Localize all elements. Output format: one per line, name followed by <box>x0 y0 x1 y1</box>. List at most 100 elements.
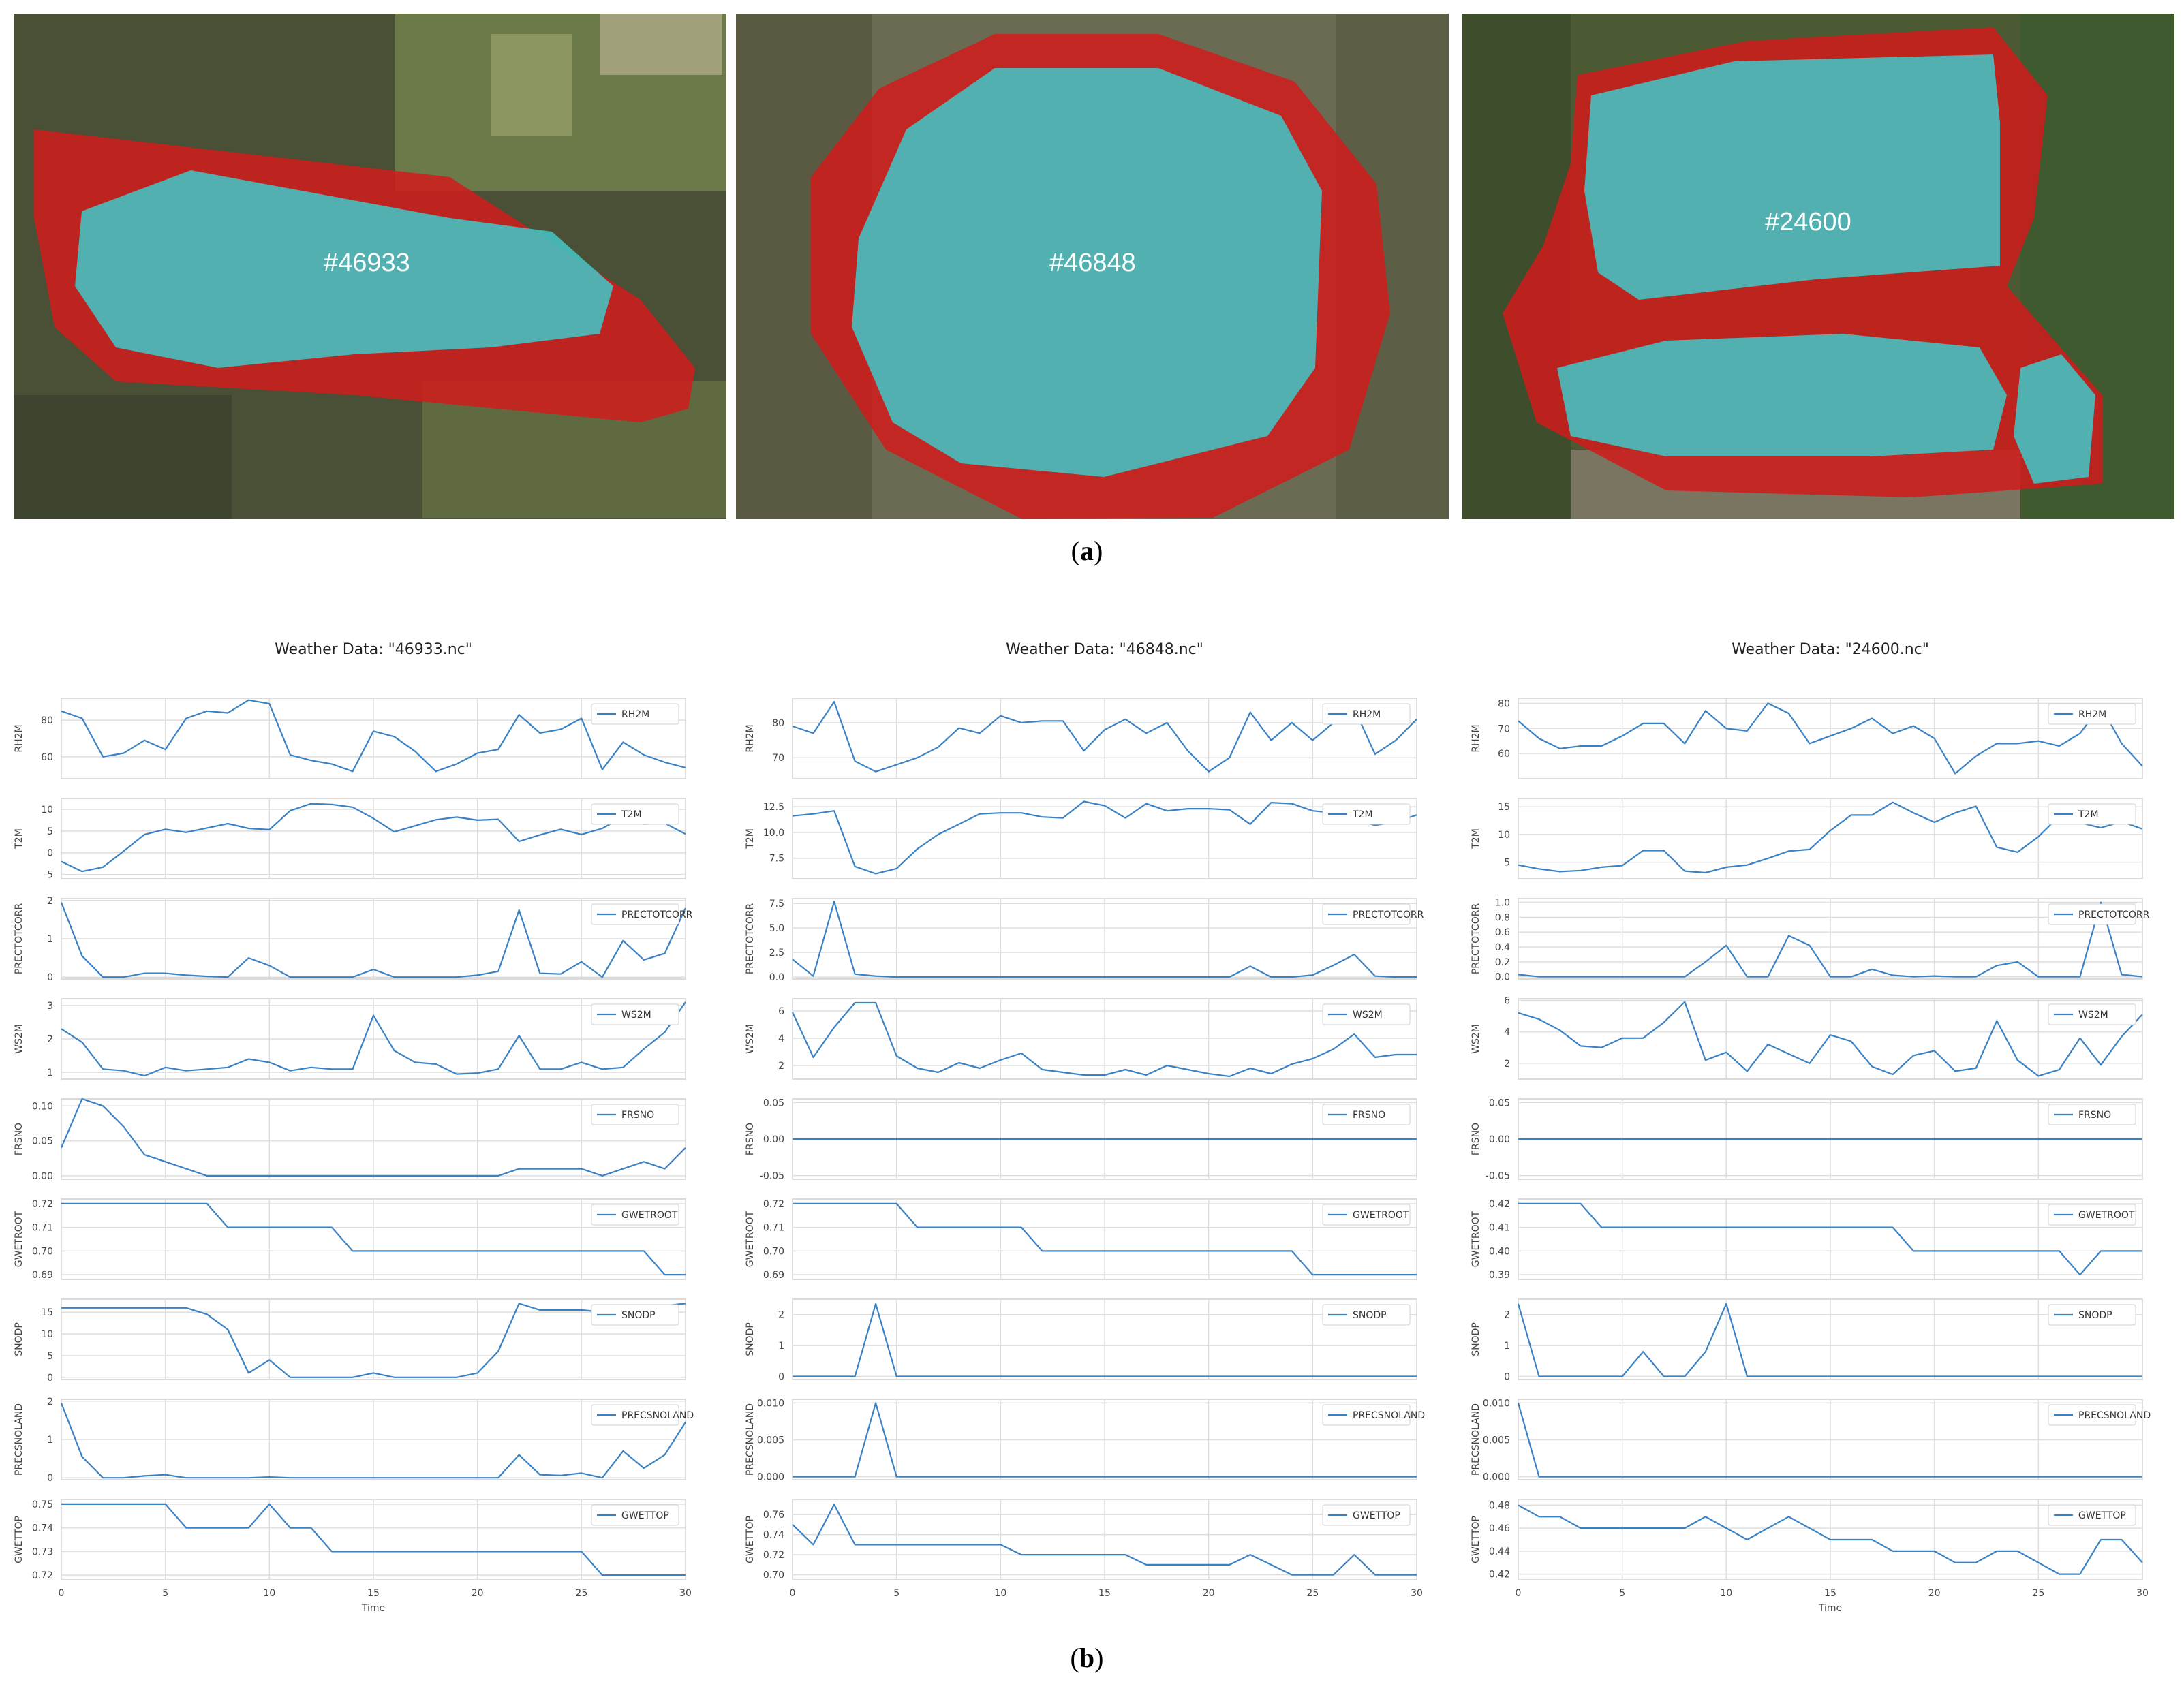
legend-box <box>2048 1104 2136 1125</box>
legend-label: T2M <box>1352 809 1373 820</box>
legend-box <box>1322 803 1411 825</box>
legend-label: RH2M <box>2078 709 2106 720</box>
legend-label: GWETTOP <box>1353 1510 1400 1521</box>
y-tick-label: 80 <box>41 715 53 726</box>
legend-box <box>1322 903 1411 925</box>
y-tick-label: -5 <box>44 870 53 881</box>
x-tick-label: 15 <box>1098 1588 1111 1599</box>
y-axis-label: GWETTOP <box>745 1516 756 1563</box>
y-axis-label: FRSNO <box>14 1123 25 1155</box>
x-tick-label: 25 <box>575 1588 587 1599</box>
series-line <box>61 1503 686 1576</box>
y-tick-label: 1 <box>778 1341 784 1352</box>
x-tick-label: 30 <box>1411 1588 1423 1599</box>
y-tick-label: 0.44 <box>1489 1546 1510 1557</box>
series-line <box>1517 1303 2142 1377</box>
x-tick-label: 0 <box>790 1588 796 1599</box>
series-line <box>61 803 686 873</box>
y-axis-label: T2M <box>745 828 756 850</box>
y-tick-label: 7.5 <box>769 854 784 865</box>
legend-box <box>1322 1504 1411 1526</box>
legend-box <box>1322 1404 1411 1426</box>
y-tick-label: 6 <box>1504 995 1510 1006</box>
y-tick-label: 5 <box>1504 858 1510 869</box>
map-label: #46848 <box>1049 249 1136 277</box>
series-line <box>60 902 686 978</box>
series-line <box>61 1202 686 1276</box>
y-tick-label: 1 <box>1504 1341 1510 1352</box>
y-tick-label: 0.42 <box>1489 1570 1510 1580</box>
x-tick-label: 20 <box>1203 1588 1215 1599</box>
y-tick-label: 6 <box>778 1006 784 1017</box>
x-tick-label: 10 <box>994 1588 1006 1599</box>
x-tick-label: 15 <box>1824 1588 1836 1599</box>
y-tick-label: 0.72 <box>32 1199 53 1210</box>
x-tick-label: 30 <box>2136 1588 2149 1599</box>
y-tick-label: 0.05 <box>763 1097 784 1108</box>
y-tick-label: 3 <box>47 1001 53 1012</box>
legend-label: WS2M <box>621 1010 651 1021</box>
y-tick-label: 0.42 <box>1489 1199 1510 1210</box>
series-line <box>1518 901 2143 978</box>
x-tick-label: 30 <box>679 1588 692 1599</box>
legend-box <box>2048 1404 2136 1426</box>
legend-box <box>2048 1504 2136 1526</box>
legend-box <box>2048 903 2136 925</box>
y-tick-label: 0.76 <box>763 1510 784 1521</box>
series-line <box>1518 1202 2142 1276</box>
legend-label: GWETROOT <box>1353 1210 1409 1221</box>
caption-b: (b) <box>1070 1642 1104 1673</box>
y-axis-label: PRECSNOLAND <box>1471 1403 1481 1476</box>
legend-label: T2M <box>2078 809 2099 820</box>
x-tick-label: 5 <box>893 1588 899 1599</box>
legend-box <box>591 703 679 725</box>
legend-box <box>2048 803 2136 825</box>
x-tick-label: 0 <box>59 1588 65 1599</box>
y-axis-label: FRSNO <box>745 1123 756 1155</box>
y-axis-label: PRECSNOLAND <box>745 1403 756 1476</box>
y-axis-label: T2M <box>14 828 25 850</box>
legend-label: SNODP <box>621 1310 656 1321</box>
y-tick-label: 0.72 <box>763 1550 784 1561</box>
chart-title: Weather Data: "24600.nc" <box>1732 641 1929 658</box>
y-tick-label: 7.5 <box>769 899 784 909</box>
y-tick-label: -0.05 <box>760 1171 784 1182</box>
y-tick-label: 0.74 <box>32 1523 53 1534</box>
y-tick-label: 0.4 <box>1495 942 1510 953</box>
y-tick-label: 60 <box>1498 749 1510 760</box>
series-line <box>792 1504 1417 1576</box>
series-line <box>792 901 1417 978</box>
y-tick-label: 2 <box>47 1397 53 1407</box>
chart-title: Weather Data: "46933.nc" <box>275 641 472 658</box>
y-tick-label: 10 <box>1498 830 1510 841</box>
series-line <box>60 1097 686 1177</box>
y-axis-label: WS2M <box>14 1024 25 1054</box>
y-tick-label: 2.5 <box>769 948 784 959</box>
x-tick-label: 25 <box>2032 1588 2044 1599</box>
legend-label: PRECSNOLAND <box>2078 1410 2151 1421</box>
x-axis-label: Time <box>361 1603 385 1614</box>
y-axis-label: SNODP <box>745 1322 756 1356</box>
y-tick-label: 5 <box>47 826 53 837</box>
y-tick-label: 0.69 <box>32 1270 53 1281</box>
y-tick-label: 0.010 <box>757 1398 784 1409</box>
legend-box <box>591 1003 679 1025</box>
y-tick-label: 80 <box>772 718 784 729</box>
x-tick-label: 10 <box>1720 1588 1732 1599</box>
y-axis-label: PRECTOTCORR <box>745 903 756 975</box>
y-tick-label: 5.0 <box>769 923 784 934</box>
x-tick-label: 5 <box>1619 1588 1625 1599</box>
legend-box <box>591 1504 679 1526</box>
y-tick-label: 0.010 <box>1483 1398 1510 1409</box>
satellite-map-46848: #46848 <box>736 14 1449 519</box>
y-tick-label: 0.00 <box>763 1134 784 1145</box>
series-line <box>793 1202 1417 1276</box>
y-tick-label: 0.05 <box>32 1136 53 1147</box>
y-tick-label: 0 <box>1504 1371 1510 1382</box>
y-tick-label: 4 <box>1504 1027 1510 1038</box>
y-tick-label: 1.0 <box>1495 897 1510 908</box>
series-line <box>1518 1001 2143 1077</box>
y-tick-label: 70 <box>1498 723 1510 734</box>
legend-label: FRSNO <box>2078 1110 2111 1121</box>
y-axis-label: RH2M <box>1471 724 1481 752</box>
